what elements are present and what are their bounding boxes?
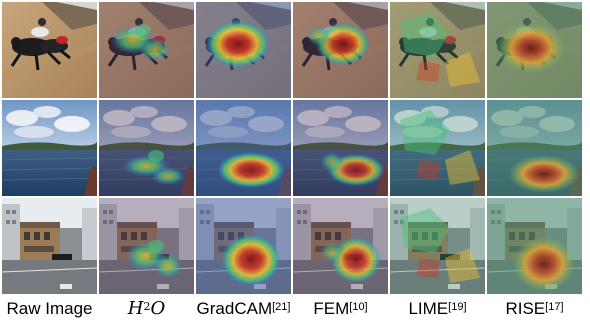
citation-ref: [10] bbox=[349, 301, 368, 313]
saliency-blob bbox=[153, 253, 183, 279]
image-greyhounds-raw bbox=[2, 2, 97, 98]
caption-lime: LIME[19] bbox=[390, 298, 485, 320]
cell-street-building-gradcam bbox=[196, 198, 291, 294]
image-street-building-gradcam bbox=[196, 198, 291, 294]
image-seascape-fem bbox=[293, 100, 388, 196]
superpixel bbox=[416, 62, 440, 82]
image-greyhounds-h2o bbox=[99, 2, 194, 98]
caption-label: RISE bbox=[505, 299, 546, 318]
heatmap-hotspot bbox=[221, 234, 281, 286]
heatmap-hotspot bbox=[512, 236, 576, 292]
caption-label: Raw Image bbox=[6, 299, 93, 318]
superpixel bbox=[445, 150, 480, 185]
superpixel bbox=[445, 52, 480, 87]
caption-label: GradCAM bbox=[196, 299, 273, 318]
column-captions: Raw Image H2O GradCAM[21] FEM[10] LIME[19] RI… bbox=[2, 298, 582, 320]
heatmap-hotspot bbox=[497, 22, 565, 74]
cell-seascape-raw bbox=[2, 100, 97, 196]
image-street-building-lime bbox=[390, 198, 485, 294]
cell-street-building-h2o bbox=[99, 198, 194, 294]
image-seascape-h2o bbox=[99, 100, 194, 196]
cell-street-building-fem bbox=[293, 198, 388, 294]
image-seascape-lime bbox=[390, 100, 485, 196]
image-greyhounds-rise bbox=[487, 2, 582, 98]
superpixel bbox=[416, 258, 440, 278]
image-greyhounds-lime bbox=[390, 2, 485, 98]
citation-ref: [17] bbox=[545, 301, 564, 313]
cell-seascape-rise bbox=[487, 100, 582, 196]
superpixel-mask bbox=[390, 198, 485, 294]
caption-h2o: H2O bbox=[99, 298, 194, 320]
cell-street-building-lime bbox=[390, 198, 485, 294]
saliency-blob bbox=[139, 38, 171, 62]
saliency-grid bbox=[2, 2, 582, 294]
citation-ref: [19] bbox=[448, 301, 467, 313]
citation-ref: [21] bbox=[272, 301, 291, 313]
heatmap-hotspot bbox=[330, 236, 382, 284]
overlay-tint bbox=[390, 198, 485, 294]
cell-greyhounds-fem bbox=[293, 2, 388, 98]
superpixel bbox=[416, 160, 440, 180]
heatmap-hotspot bbox=[206, 20, 270, 68]
saliency-blob bbox=[148, 240, 164, 252]
cell-seascape-h2o bbox=[99, 100, 194, 196]
heatmap-hotspot bbox=[307, 26, 331, 46]
image-street-building-h2o bbox=[99, 198, 194, 294]
superpixel-mask bbox=[390, 2, 485, 98]
heatmap-hotspot bbox=[320, 152, 344, 172]
image-greyhounds-fem bbox=[293, 2, 388, 98]
superpixel-mask bbox=[390, 100, 485, 196]
image-seascape-raw bbox=[2, 100, 97, 196]
image-seascape-rise bbox=[487, 100, 582, 196]
overlay-tint bbox=[390, 2, 485, 98]
image-street-building-fem bbox=[293, 198, 388, 294]
cell-greyhounds-rise bbox=[487, 2, 582, 98]
caption-label: LIME bbox=[408, 299, 449, 318]
overlay-tint bbox=[390, 100, 485, 196]
caption-fem: FEM[10] bbox=[293, 298, 388, 320]
cell-seascape-gradcam bbox=[196, 100, 291, 196]
image-seascape-gradcam bbox=[196, 100, 291, 196]
saliency-blob bbox=[148, 150, 164, 162]
cell-greyhounds-h2o bbox=[99, 2, 194, 98]
cell-street-building-raw bbox=[2, 198, 97, 294]
image-street-building-rise bbox=[487, 198, 582, 294]
superpixel bbox=[400, 110, 450, 155]
saliency-blob bbox=[135, 24, 151, 36]
cell-seascape-lime bbox=[390, 100, 485, 196]
cell-greyhounds-gradcam bbox=[196, 2, 291, 98]
caption-gradcam: GradCAM[21] bbox=[196, 298, 291, 320]
caption-label: FEM bbox=[313, 299, 350, 318]
cell-greyhounds-raw bbox=[2, 2, 97, 98]
image-street-building-raw bbox=[2, 198, 97, 294]
superpixel bbox=[400, 208, 450, 253]
superpixel bbox=[400, 12, 450, 57]
caption-rise: RISE[17] bbox=[487, 298, 582, 320]
heatmap-hotspot bbox=[217, 152, 285, 188]
cell-greyhounds-lime bbox=[390, 2, 485, 98]
caption-h2o-math: H2O bbox=[127, 298, 166, 319]
cell-seascape-fem bbox=[293, 100, 388, 196]
heatmap-hotspot bbox=[320, 242, 344, 262]
cell-street-building-rise bbox=[487, 198, 582, 294]
image-greyhounds-gradcam bbox=[196, 2, 291, 98]
superpixel bbox=[445, 248, 480, 283]
saliency-blob bbox=[151, 167, 185, 185]
heatmap-hotspot bbox=[508, 155, 580, 193]
caption-raw: Raw Image bbox=[2, 298, 97, 320]
